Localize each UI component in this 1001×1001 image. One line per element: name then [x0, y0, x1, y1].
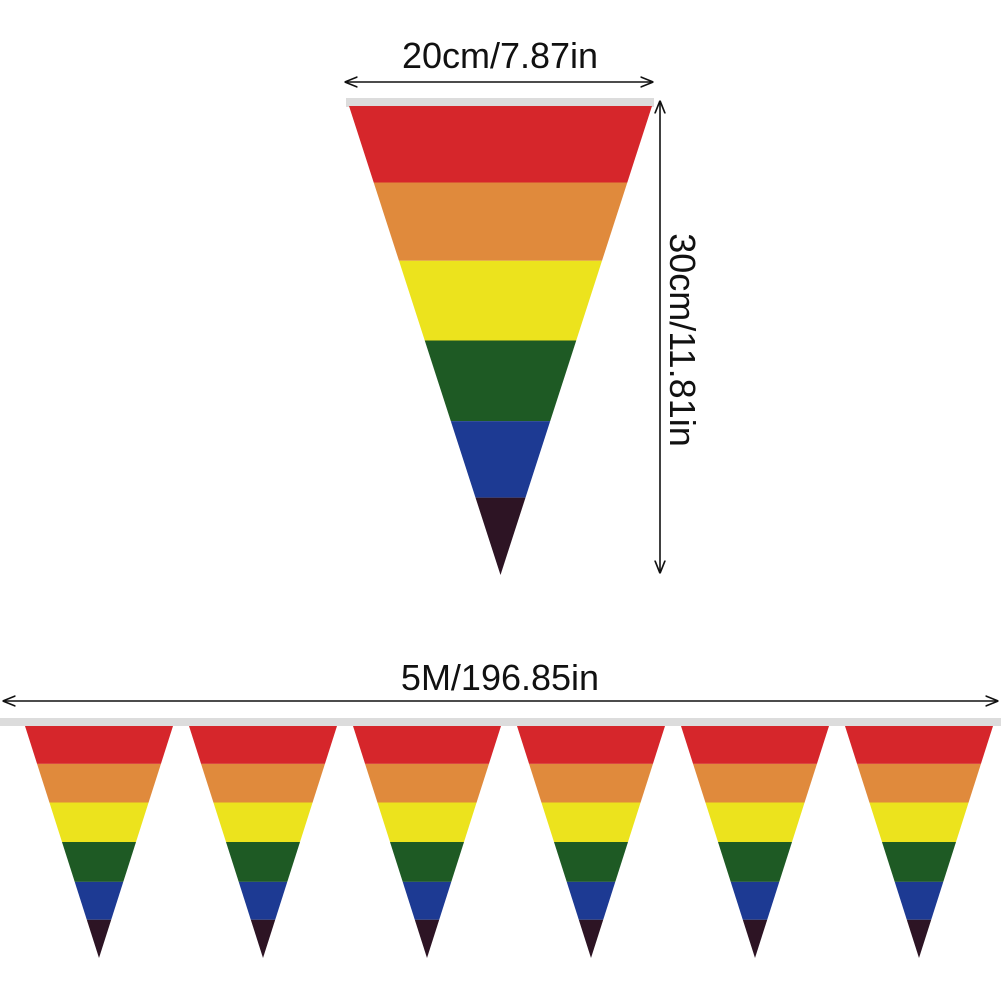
flag-stripe	[201, 763, 325, 803]
flag-stripe	[894, 881, 944, 920]
flag-stripe	[450, 421, 551, 498]
flag-stripe	[693, 763, 817, 803]
flag-stripe	[414, 919, 440, 958]
flag-stripe	[74, 881, 124, 920]
flag-stripe	[857, 763, 981, 803]
flag-stripe	[541, 802, 641, 842]
flag-stripe	[213, 802, 313, 842]
flag-stripe	[730, 881, 780, 920]
flag-stripe	[517, 726, 665, 764]
flag-stripe	[705, 802, 805, 842]
flag-stripe	[365, 763, 489, 803]
flag-stripe	[390, 842, 464, 882]
flag-stripe	[681, 726, 829, 764]
bunting-flags	[25, 726, 993, 958]
flag-stripe	[25, 726, 173, 764]
large-flag	[349, 106, 652, 575]
flag-stripe	[373, 182, 628, 261]
flag-width-label: 20cm/7.87in	[402, 35, 598, 76]
flag-stripe	[475, 497, 526, 575]
flag-stripe	[718, 842, 792, 882]
flag-stripe	[402, 881, 452, 920]
flag-stripe	[424, 340, 577, 422]
flag-stripe	[226, 842, 300, 882]
total-length-label: 5M/196.85in	[401, 657, 599, 698]
flag-stripe	[49, 802, 149, 842]
flag-stripe	[398, 260, 603, 341]
bunting-string	[0, 718, 1001, 726]
flag-stripe	[845, 726, 993, 764]
flag-stripe	[250, 919, 276, 958]
flag-height-label: 30cm/11.81in	[662, 233, 703, 446]
bunting-flag	[189, 726, 337, 958]
flag-stripe	[882, 842, 956, 882]
flag-stripe	[62, 842, 136, 882]
flag-stripe	[377, 802, 477, 842]
bunting-flag	[681, 726, 829, 958]
flag-stripe	[37, 763, 161, 803]
flag-stripe	[353, 726, 501, 764]
flag-hem	[346, 98, 654, 107]
bunting-flag	[517, 726, 665, 958]
flag-stripe	[869, 802, 969, 842]
single-flag	[346, 98, 654, 575]
flag-stripe	[554, 842, 628, 882]
flag-stripe	[529, 763, 653, 803]
flag-stripe	[566, 881, 616, 920]
flag-stripe	[578, 919, 604, 958]
flag-stripe	[349, 106, 652, 183]
bunting-flag	[845, 726, 993, 958]
flag-stripe	[86, 919, 112, 958]
bunting-flag	[353, 726, 501, 958]
flag-stripe	[238, 881, 288, 920]
flag-stripe	[906, 919, 932, 958]
bunting-flag	[25, 726, 173, 958]
flag-stripe	[742, 919, 768, 958]
flag-stripe	[189, 726, 337, 764]
